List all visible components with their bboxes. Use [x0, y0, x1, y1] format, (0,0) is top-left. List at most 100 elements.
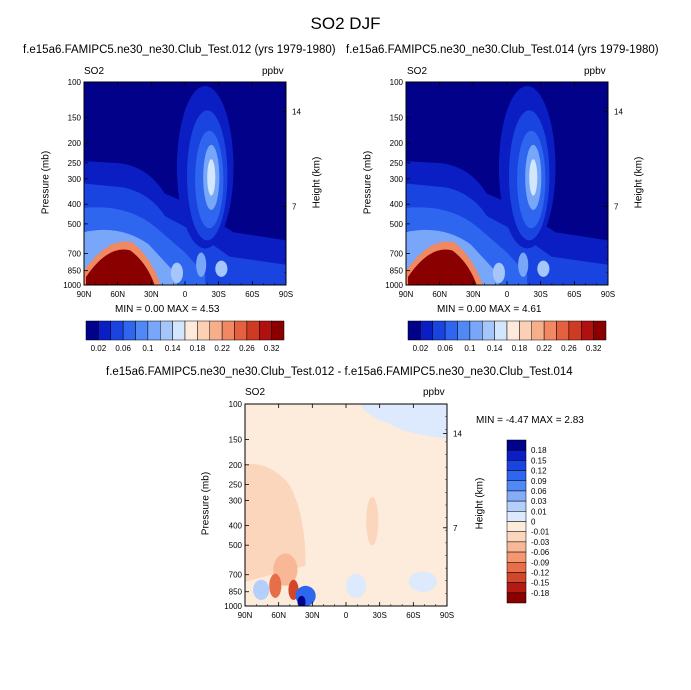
- panel-right-xtick-label: 90S: [601, 290, 615, 299]
- colorbar-right-swatch: [457, 320, 471, 341]
- panel-left-level: [86, 249, 155, 285]
- panel-left-ytick-label: 1000: [63, 281, 81, 290]
- panel-left-ytick-label: 700: [68, 250, 82, 259]
- colorbar-left-label: 0.14: [165, 344, 181, 353]
- colorbar-diff-label: -0.15: [531, 579, 550, 588]
- panel-diff-ytick-right-label: 14: [453, 430, 462, 439]
- colorbar-left-swatch: [110, 320, 124, 341]
- colorbar-left-swatch: [271, 320, 285, 341]
- panel-right-subtitle: f.e15a6.FAMIPC5.ne30_ne30.Club_Test.014 …: [346, 44, 659, 56]
- colorbar-right-label: 0.14: [487, 344, 503, 353]
- panel-right-field: [406, 82, 608, 285]
- figure-title: SO2 DJF: [310, 14, 381, 33]
- colorbar-diff-swatch: [506, 511, 527, 522]
- colorbar-diff-swatch: [506, 541, 527, 553]
- panel-right-xtick-label: 30S: [534, 290, 548, 299]
- colorbar-right-swatch: [420, 320, 433, 341]
- panel-diff-xtick-label: 60N: [271, 611, 286, 620]
- panel-diff-xtick-label: 90S: [440, 611, 454, 620]
- colorbar-left-swatch: [147, 320, 161, 341]
- colorbar-right-label: 0.02: [413, 344, 429, 353]
- colorbar-diff-swatch: [506, 531, 527, 543]
- panel-diff-ylabel: Pressure (mb): [200, 471, 212, 536]
- colorbar-right-label: 0.1: [464, 344, 476, 353]
- colorbar-left-swatch: [221, 320, 235, 341]
- panel-right-ytick-label: 150: [390, 114, 404, 123]
- panel-left-ytick-label: 500: [68, 220, 82, 229]
- colorbar-right-swatch: [568, 320, 582, 341]
- panel-diff-level: [245, 464, 306, 582]
- panel-right-ylabel: Pressure (mb): [362, 150, 374, 215]
- colorbar-diff-label: -0.18: [531, 589, 550, 598]
- colorbar-left-swatch: [234, 320, 248, 341]
- colorbar-left-label: 0.32: [264, 344, 280, 353]
- panel-left-ytick-right-label: 7: [292, 202, 297, 211]
- panel-left-level: [196, 252, 207, 277]
- panel-right-xtick-label: 60S: [567, 290, 581, 299]
- panel-left-ytick-label: 100: [68, 78, 82, 87]
- panel-diff-level: [408, 571, 437, 592]
- panel-right-xtick-label: 0: [505, 290, 510, 299]
- panel-diff-ytick-label: 200: [229, 461, 243, 470]
- colorbar-diff-label: -0.03: [531, 538, 550, 547]
- colorbar-right-swatch: [581, 320, 594, 341]
- colorbar-diff-label: 0.15: [531, 456, 547, 465]
- colorbar-left-swatch: [197, 320, 210, 341]
- colorbar-right-swatch: [519, 320, 532, 341]
- colorbar-right-label: 0.22: [536, 344, 552, 353]
- colorbar-left-swatch: [172, 320, 186, 341]
- colorbar-right-swatch: [506, 320, 520, 341]
- colorbar-right-swatch: [444, 320, 458, 341]
- colorbar-left-swatch: [85, 320, 99, 341]
- panel-left-level: [170, 262, 183, 283]
- colorbar-right-swatch: [494, 320, 508, 341]
- panel-diff-level: [360, 404, 447, 439]
- panel-diff-ylabel-right: Height (km): [474, 477, 486, 530]
- panel-diff-var-label: SO2: [245, 387, 266, 398]
- colorbar-diff-swatch: [506, 562, 527, 573]
- colorbar-diff-swatch: [506, 480, 527, 492]
- colorbar-diff-swatch: [506, 551, 527, 563]
- panel-diff-minmax: MIN = -4.47 MAX = 2.83: [476, 415, 584, 426]
- colorbar-diff-label: 0.12: [531, 467, 547, 476]
- panel-diff-level: [297, 595, 306, 606]
- colorbar-diff-swatch: [506, 449, 527, 461]
- colorbar-diff-label: 0.03: [531, 497, 547, 506]
- panel-left-xtick-label: 30N: [144, 290, 159, 299]
- colorbar-diff-label: -0.12: [531, 568, 550, 577]
- panel-diff-ytick-label: 1000: [224, 602, 242, 611]
- colorbar-right-swatch: [593, 320, 607, 341]
- panel-left-ytick-label: 400: [68, 200, 82, 209]
- panel-right-xtick-label: 60N: [432, 290, 447, 299]
- panel-right-level: [492, 262, 505, 283]
- panel-right-xtick-label: 90N: [399, 290, 414, 299]
- panel-diff-xtick-label: 60S: [406, 611, 420, 620]
- colorbar-left-swatch: [122, 320, 136, 341]
- panel-diff-ytick-label: 300: [229, 496, 243, 505]
- colorbar-right-swatch: [556, 320, 570, 341]
- panel-left-ytick-label: 850: [68, 267, 82, 276]
- panel-diff-subtitle: f.e15a6.FAMIPC5.ne30_ne30.Club_Test.012 …: [106, 366, 573, 378]
- panel-left-xtick-label: 90S: [279, 290, 293, 299]
- panel-right-ytick-right-label: 14: [614, 108, 623, 117]
- panel-left-level: [215, 260, 228, 277]
- panel-diff-ytick-label: 850: [229, 588, 243, 597]
- colorbar-right-swatch: [407, 320, 421, 341]
- colorbar-diff-label: 0.09: [531, 477, 547, 486]
- panel-left-xtick-label: 90N: [77, 290, 92, 299]
- colorbar-left-label: 0.22: [214, 344, 230, 353]
- panel-diff-xtick-label: 30S: [373, 611, 387, 620]
- colorbar-diff-label: 0: [531, 518, 536, 527]
- panel-left-units: ppbv: [262, 66, 284, 77]
- colorbar-right-label: 0.32: [586, 344, 602, 353]
- panel-left-subtitle: f.e15a6.FAMIPC5.ne30_ne30.Club_Test.012 …: [23, 44, 336, 56]
- panel-left-ytick-label: 150: [68, 114, 82, 123]
- panel-diff-ytick-label: 100: [229, 400, 243, 409]
- panel-right-var-label: SO2: [407, 66, 428, 77]
- colorbar-left-label: 0.02: [91, 344, 107, 353]
- panel-diff-level: [366, 496, 379, 546]
- colorbar-left-swatch: [209, 320, 223, 341]
- panel-right-ylabel-right: Height (km): [633, 156, 645, 209]
- panel-left-ytick-label: 300: [68, 175, 82, 184]
- panel-diff-xtick-label: 30N: [305, 611, 320, 620]
